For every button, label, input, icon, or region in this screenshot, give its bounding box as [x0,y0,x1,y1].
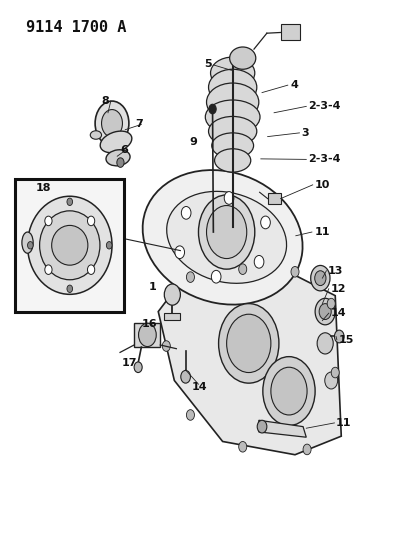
Ellipse shape [167,191,287,284]
Circle shape [227,314,271,373]
Text: 10: 10 [314,180,330,190]
Text: 1: 1 [149,281,156,292]
Circle shape [311,265,330,291]
Circle shape [107,241,112,249]
Circle shape [117,158,124,167]
Circle shape [317,333,333,354]
Ellipse shape [100,131,132,152]
Circle shape [207,206,247,259]
Circle shape [87,216,95,225]
Text: 7: 7 [135,119,143,130]
Ellipse shape [143,170,303,304]
Bar [134,323,160,347]
Ellipse shape [22,232,33,253]
Circle shape [319,304,331,319]
Text: 16: 16 [142,319,157,329]
Circle shape [67,285,72,293]
Ellipse shape [211,57,255,89]
Bar [268,193,281,205]
Text: 15: 15 [339,335,354,345]
Circle shape [175,246,185,259]
Circle shape [181,370,190,383]
Text: 11: 11 [314,227,330,237]
Circle shape [186,272,194,282]
Circle shape [209,104,216,114]
Ellipse shape [40,211,100,280]
Bar [15,179,124,312]
Ellipse shape [205,100,260,134]
Circle shape [257,420,267,433]
Text: 14: 14 [330,308,346,318]
Text: 12: 12 [330,284,346,294]
Ellipse shape [209,69,257,106]
Circle shape [45,265,52,274]
Circle shape [134,362,142,373]
Text: 13: 13 [328,266,343,276]
Text: 14: 14 [192,382,207,392]
Circle shape [271,367,307,415]
Circle shape [315,271,326,286]
Polygon shape [259,420,306,437]
Text: 2-3-4: 2-3-4 [308,101,340,111]
Circle shape [198,195,255,269]
Ellipse shape [230,47,256,69]
Circle shape [186,410,194,420]
Circle shape [331,367,339,378]
Ellipse shape [106,150,130,166]
Ellipse shape [212,133,254,158]
Circle shape [239,441,247,452]
Text: 18: 18 [36,183,51,193]
Circle shape [219,304,279,383]
Circle shape [315,298,335,325]
Circle shape [325,372,338,389]
Text: 8: 8 [101,96,109,106]
Ellipse shape [209,116,257,146]
Text: 3: 3 [301,128,309,138]
Circle shape [303,444,311,455]
Circle shape [139,323,156,346]
Text: 5: 5 [204,59,211,69]
Text: 2-3-4: 2-3-4 [308,155,340,164]
Circle shape [254,255,264,268]
Circle shape [239,264,247,274]
Text: 9114 1700 A: 9114 1700 A [26,20,126,35]
Bar [164,313,180,319]
Ellipse shape [90,131,102,139]
Text: 9: 9 [190,137,198,147]
Circle shape [224,191,234,204]
Circle shape [67,198,72,206]
Circle shape [45,216,52,225]
Circle shape [28,241,33,249]
Text: 11: 11 [336,418,352,428]
Text: 17: 17 [122,358,137,368]
Bar [281,23,300,39]
Circle shape [335,330,344,343]
Circle shape [327,298,335,309]
Circle shape [162,341,171,351]
Circle shape [211,270,221,283]
Ellipse shape [52,225,88,265]
Circle shape [87,265,95,274]
Circle shape [181,206,191,219]
Circle shape [291,266,299,277]
Circle shape [102,110,122,137]
Ellipse shape [28,196,112,294]
Ellipse shape [215,149,251,172]
Text: 6: 6 [120,145,128,155]
Circle shape [95,101,129,146]
Circle shape [263,357,315,425]
Circle shape [261,216,270,229]
Circle shape [164,284,180,305]
Ellipse shape [207,83,259,121]
Polygon shape [158,269,341,455]
Text: 4: 4 [290,80,298,90]
